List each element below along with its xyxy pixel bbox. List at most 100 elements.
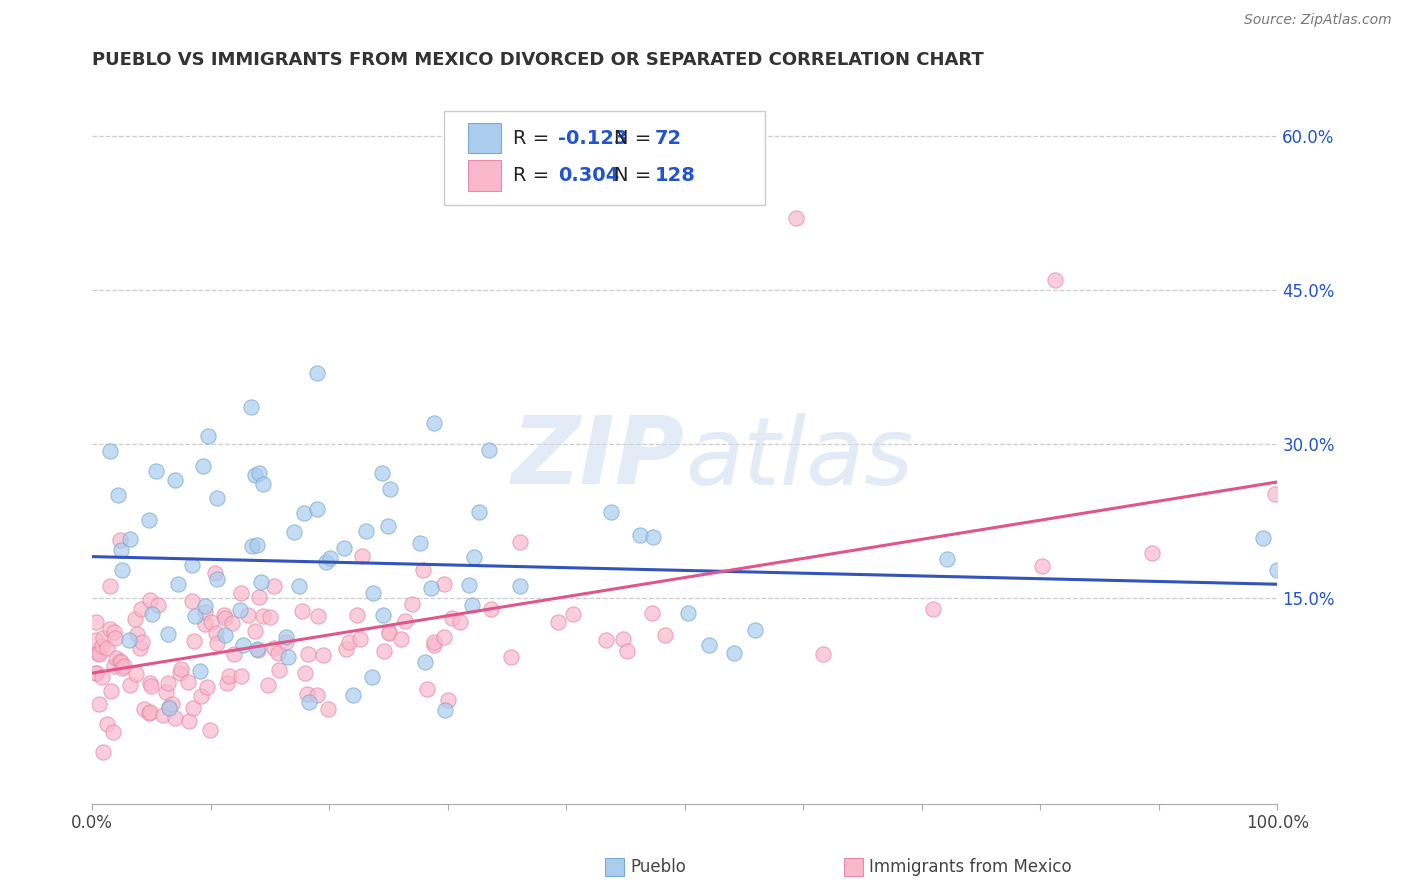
Point bbox=[91, 631, 114, 645]
Point bbox=[205, 636, 228, 650]
Point bbox=[238, 608, 260, 623]
Point bbox=[118, 677, 141, 691]
Point bbox=[377, 624, 399, 639]
Point bbox=[197, 680, 219, 694]
Point bbox=[294, 665, 316, 680]
Text: Source: ZipAtlas.com: Source: ZipAtlas.com bbox=[1244, 13, 1392, 28]
Point bbox=[349, 632, 371, 646]
Point bbox=[641, 607, 664, 621]
Point bbox=[785, 211, 807, 225]
Point bbox=[138, 706, 160, 720]
Point bbox=[413, 655, 436, 669]
Point bbox=[194, 599, 217, 613]
Point bbox=[267, 663, 290, 677]
Point bbox=[205, 491, 228, 506]
Point bbox=[305, 501, 328, 516]
Point bbox=[263, 580, 285, 594]
Text: atlas: atlas bbox=[685, 413, 912, 504]
Point bbox=[346, 607, 368, 622]
Point bbox=[312, 648, 335, 662]
FancyBboxPatch shape bbox=[468, 123, 501, 153]
Point bbox=[91, 670, 114, 684]
Point bbox=[479, 602, 502, 616]
Point bbox=[562, 607, 585, 622]
Point bbox=[214, 610, 236, 624]
Point bbox=[222, 647, 245, 661]
Point bbox=[600, 504, 623, 518]
Point bbox=[141, 679, 163, 693]
Point bbox=[90, 639, 112, 653]
Point bbox=[318, 550, 340, 565]
Point bbox=[218, 668, 240, 682]
Point bbox=[194, 617, 217, 632]
Point bbox=[145, 464, 167, 478]
Point bbox=[423, 638, 446, 652]
Text: ZIP: ZIP bbox=[512, 412, 685, 505]
Point bbox=[229, 669, 252, 683]
Point bbox=[1140, 546, 1163, 560]
Text: N =: N = bbox=[613, 128, 657, 147]
Point bbox=[104, 650, 127, 665]
Point bbox=[744, 623, 766, 637]
Point bbox=[239, 401, 262, 415]
Point bbox=[457, 578, 479, 592]
Point bbox=[100, 443, 122, 458]
Point bbox=[352, 549, 374, 563]
Point bbox=[401, 597, 423, 611]
Point bbox=[139, 706, 162, 720]
Point bbox=[263, 641, 285, 656]
Point bbox=[463, 549, 485, 564]
Point bbox=[305, 688, 328, 702]
Point bbox=[183, 634, 205, 648]
Text: Pueblo: Pueblo bbox=[630, 858, 686, 876]
Point bbox=[337, 635, 360, 649]
Point bbox=[110, 661, 132, 675]
Point bbox=[132, 702, 155, 716]
Point bbox=[378, 626, 401, 640]
Point bbox=[98, 579, 121, 593]
Point bbox=[131, 602, 153, 616]
Text: 72: 72 bbox=[655, 128, 682, 147]
Point bbox=[291, 604, 314, 618]
Point bbox=[509, 535, 531, 549]
Point bbox=[699, 638, 721, 652]
Point bbox=[371, 466, 394, 480]
Text: 128: 128 bbox=[655, 166, 696, 185]
Point bbox=[259, 610, 281, 624]
Point bbox=[104, 631, 127, 645]
Point bbox=[723, 647, 745, 661]
Point bbox=[200, 615, 222, 629]
Point bbox=[177, 674, 200, 689]
Point bbox=[138, 593, 160, 607]
Point bbox=[138, 513, 160, 527]
Point bbox=[214, 628, 236, 642]
Point bbox=[1031, 559, 1053, 574]
Point bbox=[163, 710, 186, 724]
Point bbox=[377, 519, 399, 533]
Point bbox=[205, 626, 228, 640]
Point bbox=[434, 703, 457, 717]
Point bbox=[89, 698, 111, 712]
Point bbox=[616, 643, 638, 657]
Point bbox=[468, 505, 491, 519]
Point bbox=[307, 609, 329, 624]
Point bbox=[198, 723, 221, 737]
FancyBboxPatch shape bbox=[468, 161, 501, 191]
Point bbox=[478, 442, 501, 457]
Point bbox=[157, 676, 180, 690]
Point bbox=[221, 615, 243, 630]
Point bbox=[148, 598, 170, 612]
Point bbox=[125, 667, 148, 681]
Point bbox=[87, 646, 110, 660]
Point bbox=[107, 488, 129, 502]
Point bbox=[316, 702, 339, 716]
Point bbox=[120, 532, 142, 546]
Text: -0.123: -0.123 bbox=[558, 128, 627, 147]
Point bbox=[416, 681, 439, 696]
Point bbox=[276, 635, 298, 649]
Point bbox=[101, 725, 124, 739]
Point bbox=[373, 644, 395, 658]
Point bbox=[84, 615, 107, 630]
Point bbox=[197, 429, 219, 443]
Point bbox=[342, 688, 364, 702]
